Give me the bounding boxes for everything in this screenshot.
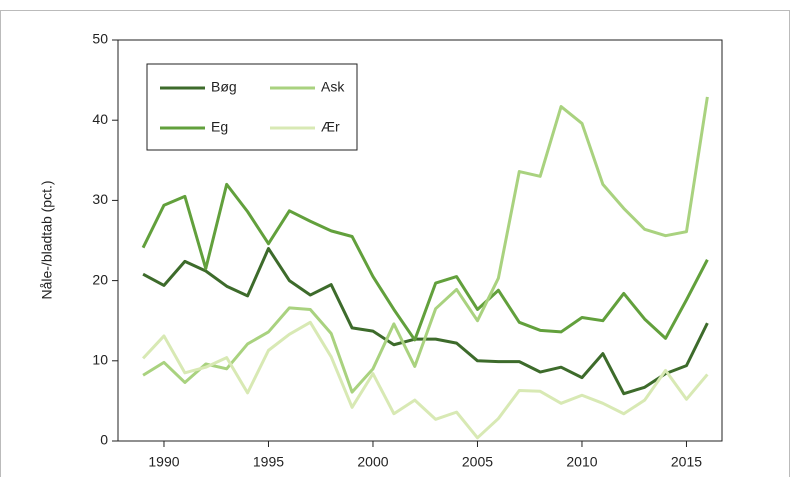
legend-label: Ær bbox=[321, 119, 340, 135]
x-tick-label: 2000 bbox=[357, 454, 388, 470]
x-tick-label: 2015 bbox=[671, 454, 702, 470]
y-tick-label: 50 bbox=[92, 31, 108, 47]
y-tick-label: 30 bbox=[92, 191, 108, 207]
series-line bbox=[141, 182, 709, 342]
x-tick-label: 2010 bbox=[566, 454, 597, 470]
y-tick-label: 40 bbox=[92, 111, 108, 127]
series-line bbox=[142, 96, 709, 394]
y-tick-label: 20 bbox=[92, 271, 108, 287]
legend-label: Eg bbox=[211, 119, 228, 135]
y-tick-label: 0 bbox=[100, 432, 108, 448]
y-tick-label: 10 bbox=[92, 352, 108, 368]
legend bbox=[146, 63, 358, 151]
series-line bbox=[142, 247, 709, 396]
legend-label: Bøg bbox=[211, 79, 237, 95]
series-line bbox=[141, 320, 709, 440]
legend-label: Ask bbox=[321, 79, 345, 95]
x-tick-label: 2005 bbox=[462, 454, 493, 470]
frame bbox=[0, 10, 790, 477]
plot-area bbox=[117, 39, 723, 442]
x-tick-label: 1995 bbox=[253, 454, 284, 470]
x-tick-label: 1990 bbox=[148, 454, 179, 470]
y-axis-label: Nåle-/bladtab (pct.) bbox=[39, 180, 55, 299]
